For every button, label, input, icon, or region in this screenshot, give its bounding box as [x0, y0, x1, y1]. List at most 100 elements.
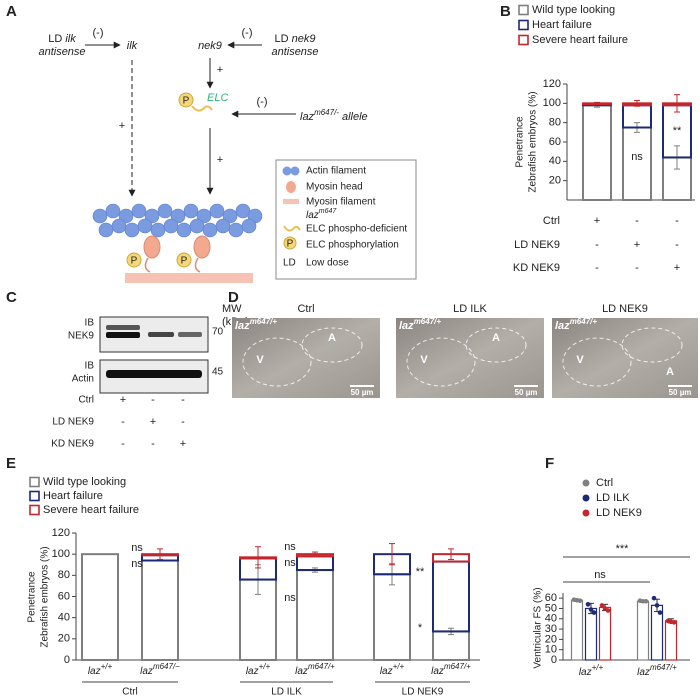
significance-label: **	[416, 566, 425, 578]
y-axis-label: Ventricular FS (%)	[533, 587, 544, 668]
condition-label: LD NEK9	[514, 239, 560, 251]
legend-symbol: LD	[283, 258, 296, 269]
legend-label: Severe heart failure	[532, 34, 628, 46]
atrium-outline	[465, 327, 527, 363]
legend-icon	[283, 225, 301, 232]
condition-mark: -	[151, 394, 155, 406]
y-tick-label: 10	[545, 644, 557, 656]
condition-mark: -	[675, 215, 679, 227]
condition-label: KD NEK9	[51, 439, 94, 450]
condition-mark: +	[150, 416, 156, 428]
x-tick-label: laz+/+	[88, 662, 113, 677]
data-point	[657, 610, 663, 615]
legend-swatch	[29, 490, 40, 502]
error-bar	[255, 546, 261, 569]
genotype-label-sup: m647/+	[414, 317, 442, 326]
data-point	[588, 607, 594, 612]
condition-mark: -	[181, 394, 185, 406]
bar-segment	[81, 553, 119, 662]
ventricle-outline	[562, 337, 632, 387]
blot-band	[148, 332, 174, 337]
blot-label: Actin	[72, 374, 94, 385]
y-tick-label: 100	[52, 548, 70, 560]
condition-label: Ctrl	[543, 215, 560, 227]
chamber-label: V	[420, 354, 428, 366]
data-point	[651, 595, 657, 601]
inhibitor-label: LD nek9	[275, 33, 316, 45]
y-tick-label: 0	[551, 654, 557, 666]
condition-mark: -	[635, 262, 639, 274]
condition-mark: -	[675, 239, 679, 251]
scale-bar-label: 50 µm	[351, 388, 374, 397]
data-point	[577, 598, 583, 604]
data-point	[671, 620, 677, 625]
activation-sign: +	[217, 64, 223, 76]
x-tick-label-base: laz	[637, 667, 650, 678]
mw-label: MW	[222, 303, 242, 315]
micrograph	[396, 318, 544, 398]
blot-label: IB	[85, 361, 95, 372]
bar-segment	[432, 560, 470, 633]
genotype-label-base: laz	[235, 320, 250, 332]
x-tick-label-base: laz	[579, 667, 592, 678]
legend-icon	[283, 236, 297, 250]
legend-box	[275, 159, 417, 280]
phospho-label: P	[183, 96, 190, 107]
condition-mark: -	[181, 416, 185, 428]
y-tick-label: 100	[543, 97, 561, 109]
x-tick-label-sup: +/+	[592, 663, 604, 672]
phospho-label: P	[181, 256, 188, 267]
phospho-icon	[178, 92, 194, 108]
condition-mark: +	[594, 215, 600, 227]
genotype-label: lazm647/+	[399, 317, 441, 332]
significance-label: ns	[594, 569, 606, 581]
bar-segment	[373, 573, 411, 662]
blot-band	[106, 325, 140, 330]
bar	[584, 607, 598, 661]
condition-mark: -	[121, 438, 125, 450]
condition-label: Ctrl	[78, 395, 94, 406]
condition-mark: +	[634, 239, 640, 251]
group-label: LD NEK9	[402, 687, 444, 698]
y-tick-label: 60	[58, 590, 70, 602]
western-blot: MW (kDa) 70 45 IB NEK9 IB Actin	[68, 303, 249, 394]
image-title: Ctrl	[297, 303, 314, 315]
legend-label: Severe heart failure	[43, 504, 139, 516]
legend-icon	[286, 181, 296, 193]
x-tick-label-sup: m647/−	[153, 662, 180, 671]
y-tick-label: 20	[545, 633, 557, 645]
phospho-label: P	[287, 239, 294, 250]
y-tick-label: 50	[545, 602, 557, 614]
atrium-outline	[621, 327, 683, 363]
significance-label: ns	[131, 542, 143, 554]
genotype-label: lazm647/+	[555, 317, 597, 332]
condition-label: LD NEK9	[52, 417, 94, 428]
y-tick-label: 0	[64, 654, 70, 666]
x-tick-label-sup: +/+	[393, 662, 405, 671]
panel-label: E	[6, 455, 16, 472]
ventricle-outline	[406, 337, 476, 387]
ventricle-outline	[242, 337, 312, 387]
condition-mark: -	[121, 416, 125, 428]
x-tick-label: lazm647/−	[140, 662, 180, 677]
data-point	[585, 602, 591, 607]
data-point	[654, 603, 660, 608]
activation-sign: +	[119, 120, 125, 132]
condition-mark: -	[635, 215, 639, 227]
group-label: Ctrl	[122, 687, 138, 698]
data-point	[591, 610, 597, 615]
legend-label: Ctrl	[596, 477, 613, 489]
legend-label: Myosin head	[306, 182, 363, 193]
legend-label: Heart failure	[43, 490, 103, 502]
x-tick-label-sup: +/+	[101, 662, 113, 671]
bar-segment	[582, 104, 612, 201]
mw-marker: 45	[212, 367, 224, 378]
y-tick-label: 40	[549, 155, 561, 167]
significance-label: **	[673, 125, 682, 137]
y-tick-label: 60	[549, 136, 561, 148]
condition-mark: -	[151, 438, 155, 450]
error-bar	[674, 94, 680, 113]
significance-label: ns	[631, 151, 643, 163]
y-tick-label: 60	[545, 592, 557, 604]
significance-label: ns	[131, 558, 143, 570]
